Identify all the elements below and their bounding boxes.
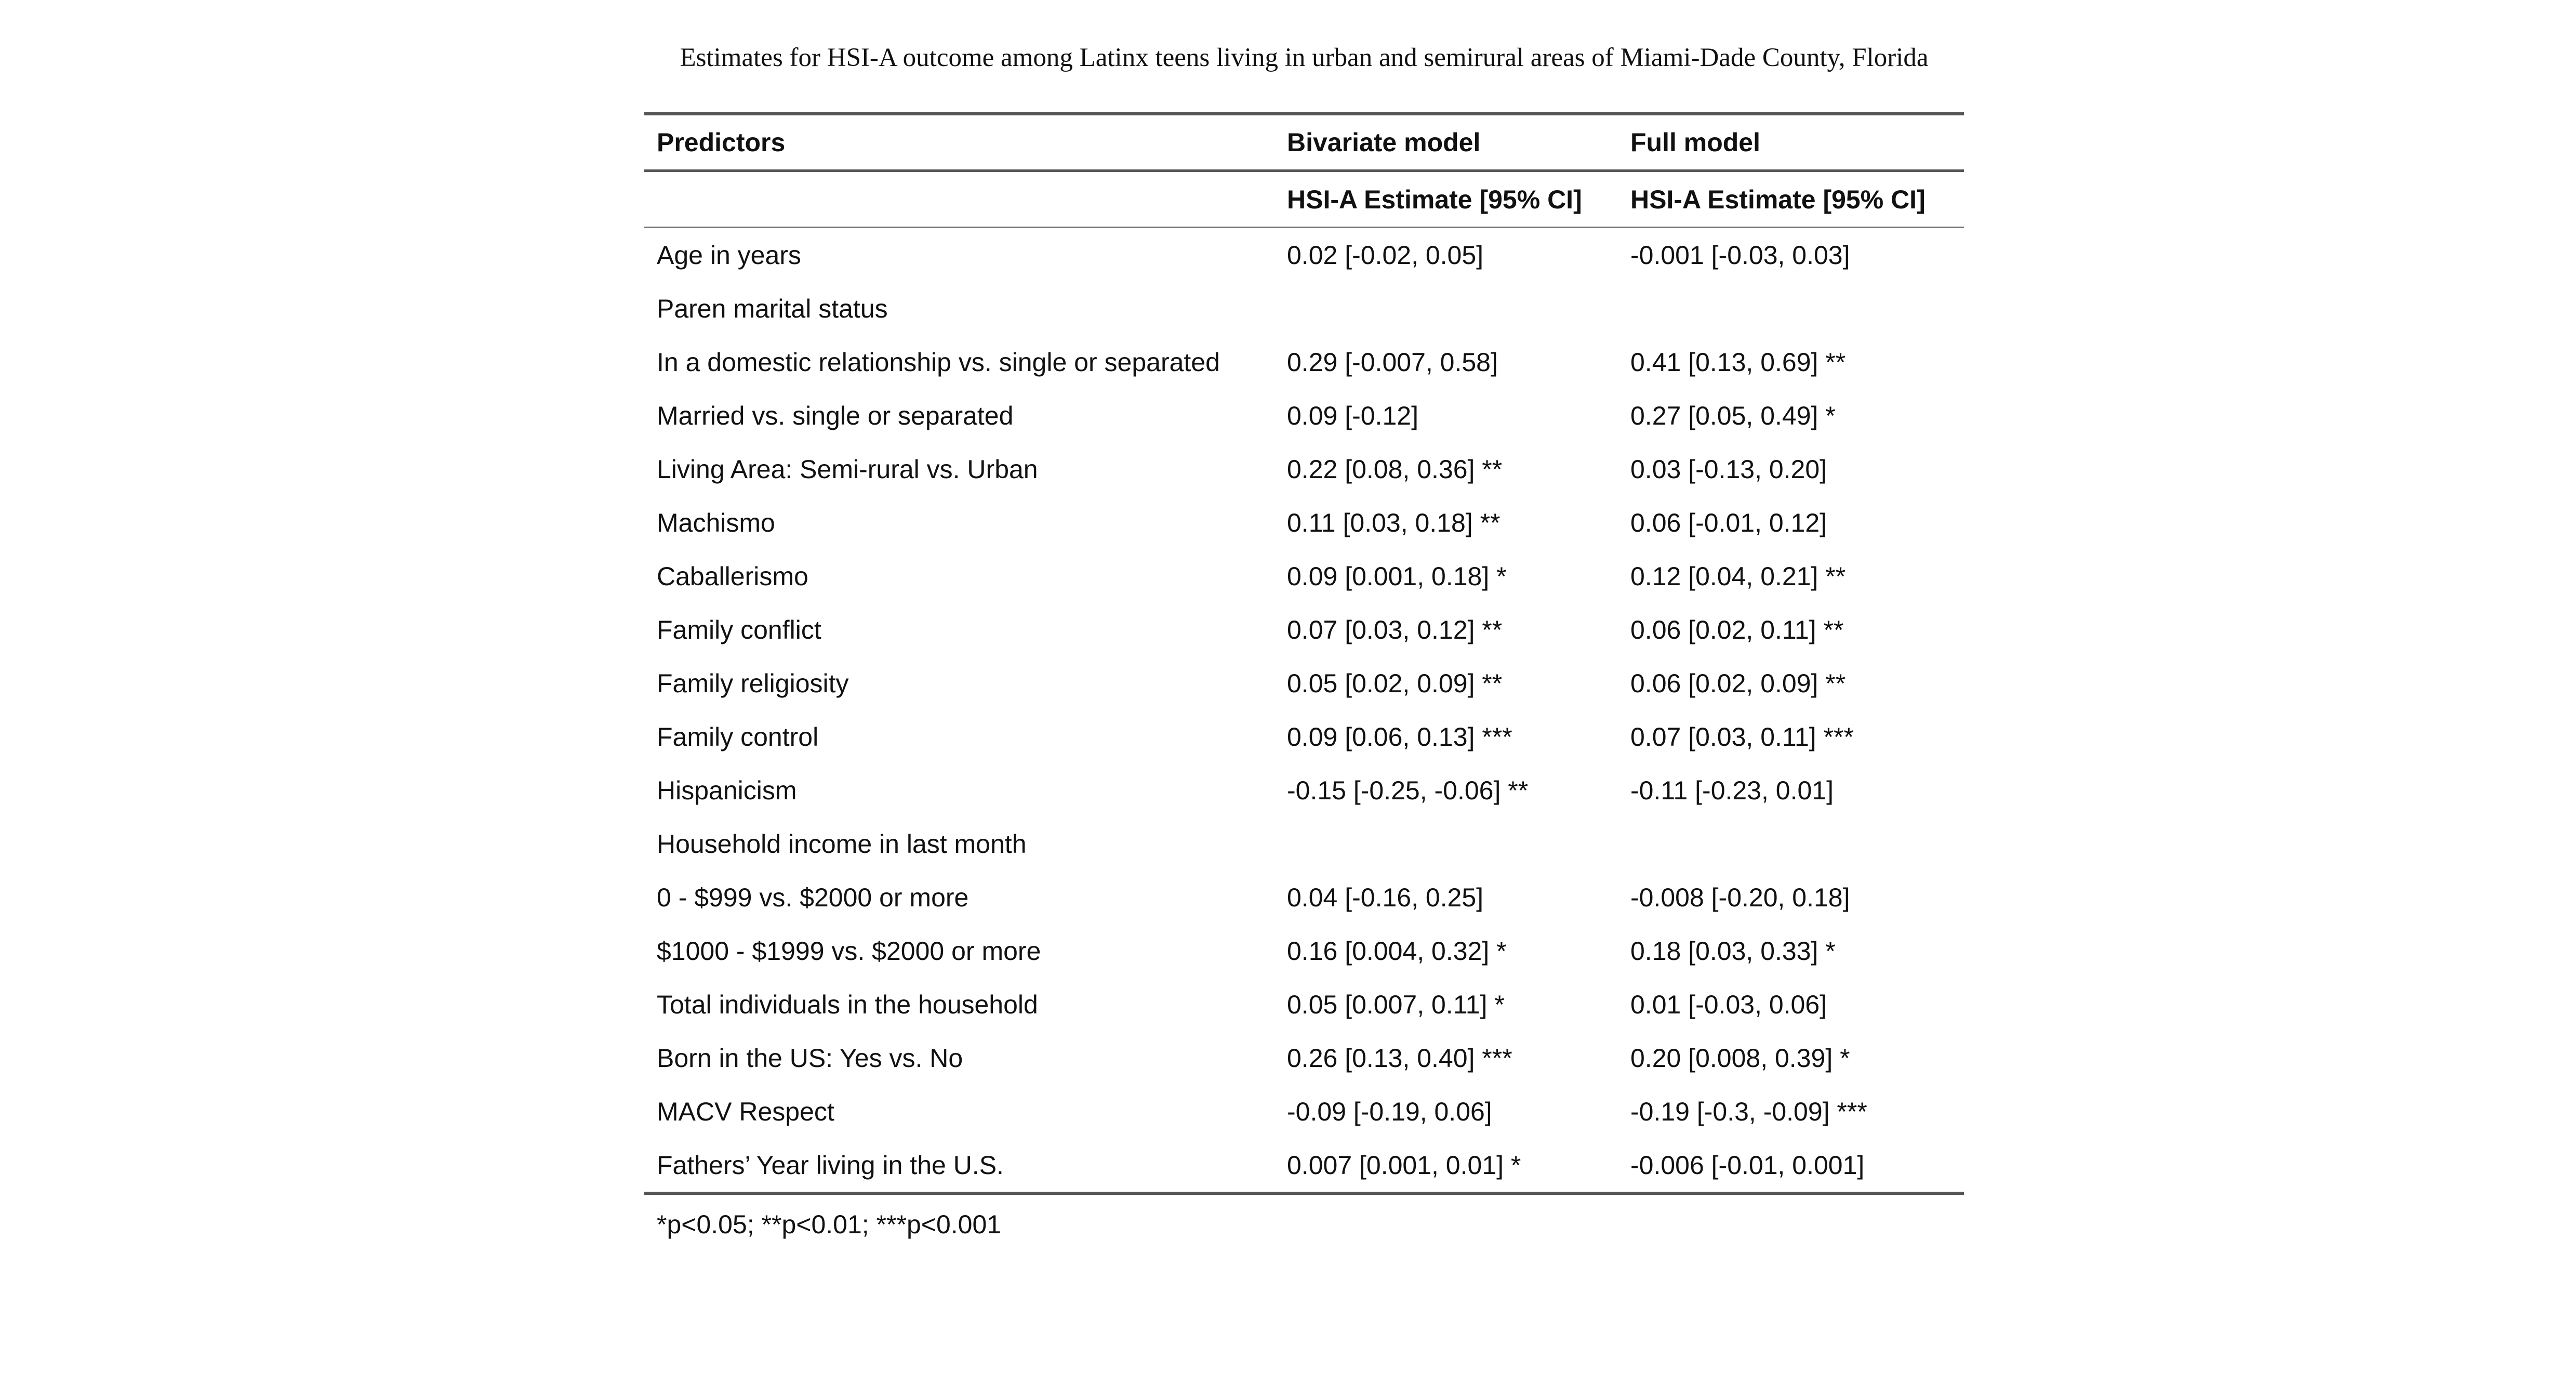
table-row: Hispanicism -0.15 [-0.25, -0.06] ** -0.11 … — [644, 763, 1964, 817]
full-estimate-cell: -0.19 [-0.3, -0.09] *** — [1630, 1097, 1867, 1126]
bivariate-estimate-cell: 0.007 [0.001, 0.01] * — [1274, 1138, 1618, 1195]
table-row: Family religiosity 0.05 [0.02, 0.09] ** 0.… — [644, 656, 1964, 710]
bivariate-estimate-cell: 0.09 [0.001, 0.18] * — [1287, 561, 1507, 591]
predictor-cell: Married vs. single or separated — [657, 401, 1014, 430]
full-estimate-cell: 0.07 [0.03, 0.11] *** — [1630, 722, 1854, 752]
full-estimate-cell: 0.41 [0.13, 0.69] ** — [1630, 347, 1846, 377]
subheader-full-estimate: HSI-A Estimate [95% CI] — [1618, 170, 1964, 228]
bivariate-estimate-cell: 0.22 [0.08, 0.36] ** — [1287, 454, 1503, 484]
full-estimate-cell: 0.27 [0.05, 0.49] * — [1630, 401, 1836, 430]
table-row: MACV Respect -0.09 [-0.19, 0.06] -0.19 [-0… — [644, 1085, 1964, 1138]
table-row: Paren marital status — [644, 282, 1964, 335]
subheader-predictors — [644, 170, 1274, 228]
table-row: Caballerismo 0.09 [0.001, 0.18] * 0.12 [0.… — [644, 549, 1964, 603]
table-row: Living Area: Semi-rural vs. Urban 0.22 [0… — [644, 442, 1964, 496]
predictor-cell: Paren marital status — [657, 294, 888, 323]
full-estimate-cell — [1618, 817, 1964, 871]
table-row: Total individuals in the household 0.05 [… — [644, 978, 1964, 1031]
bivariate-estimate-cell: 0.02 [-0.02, 0.05] — [1287, 240, 1484, 270]
predictor-cell: Family religiosity — [657, 668, 849, 698]
full-estimate-cell: 0.12 [0.04, 0.21] ** — [1630, 561, 1846, 591]
bivariate-estimate-cell: 0.09 [-0.12] — [1287, 401, 1418, 430]
column-header-bivariate-model: Bivariate model — [1274, 112, 1618, 172]
full-estimate-cell: -0.001 [-0.03, 0.03] — [1630, 240, 1850, 270]
predictor-cell: 0 - $999 vs. $2000 or more — [657, 882, 969, 912]
column-header-predictors: Predictors — [644, 112, 1274, 172]
table-row: Household income in last month — [644, 817, 1964, 871]
full-estimate-cell: 0.06 [0.02, 0.11] ** — [1630, 615, 1844, 644]
predictor-cell: Family conflict — [657, 615, 821, 644]
predictor-cell: MACV Respect — [657, 1097, 834, 1126]
bivariate-estimate-cell: 0.09 [0.06, 0.13] *** — [1287, 722, 1512, 752]
full-estimate-cell: -0.006 [-0.01, 0.001] — [1618, 1138, 1964, 1195]
bivariate-estimate-cell — [1274, 282, 1618, 335]
column-header-full-model: Full model — [1618, 112, 1964, 172]
full-estimate-cell: -0.11 [-0.23, 0.01] — [1630, 775, 1834, 805]
predictor-cell: Caballerismo — [657, 561, 808, 591]
predictor-cell: $1000 - $1999 vs. $2000 or more — [657, 936, 1041, 966]
predictor-cell: In a domestic relationship vs. single or… — [657, 347, 1220, 377]
table-body: Age in years 0.02 [-0.02, 0.05] -0.001 [-0… — [644, 228, 1964, 1195]
full-estimate-cell — [1618, 282, 1964, 335]
full-estimate-cell: 0.01 [-0.03, 0.06] — [1630, 990, 1827, 1019]
significance-footnote: *p<0.05; **p<0.01; ***p<0.001 — [657, 1210, 1002, 1239]
table-row: Age in years 0.02 [-0.02, 0.05] -0.001 [-0… — [644, 228, 1964, 282]
predictor-cell: Born in the US: Yes vs. No — [657, 1043, 963, 1073]
predictor-cell: Machismo — [657, 508, 775, 537]
full-estimate-cell: 0.06 [-0.01, 0.12] — [1630, 508, 1827, 537]
bivariate-estimate-cell: 0.29 [-0.007, 0.58] — [1287, 347, 1498, 377]
full-estimate-cell: 0.06 [0.02, 0.09] ** — [1630, 668, 1846, 698]
full-estimate-cell: 0.03 [-0.13, 0.20] — [1630, 454, 1827, 484]
bivariate-estimate-cell: 0.05 [0.007, 0.11] * — [1287, 990, 1505, 1019]
bivariate-estimate-cell: 0.07 [0.03, 0.12] ** — [1287, 615, 1503, 644]
predictor-cell: Hispanicism — [657, 775, 797, 805]
predictor-cell: Age in years — [657, 240, 801, 270]
table-row: Family conflict 0.07 [0.03, 0.12] ** 0.06 … — [644, 603, 1964, 656]
bivariate-estimate-cell: 0.26 [0.13, 0.40] *** — [1287, 1043, 1512, 1073]
predictor-cell: Living Area: Semi-rural vs. Urban — [657, 454, 1038, 484]
table-row: Married vs. single or separated 0.09 [-0.… — [644, 389, 1964, 442]
full-estimate-cell: 0.20 [0.008, 0.39] * — [1630, 1043, 1850, 1073]
results-table: Predictors Bivariate model Full model HS… — [644, 112, 1964, 1195]
table-row: In a domestic relationship vs. single or… — [644, 335, 1964, 389]
header-row: Predictors Bivariate model Full model — [644, 112, 1964, 172]
full-estimate-cell: 0.18 [0.03, 0.33] * — [1630, 936, 1836, 966]
table-caption: Estimates for HSI-A outcome among Latinx… — [680, 43, 1929, 72]
table-row: 0 - $999 vs. $2000 or more 0.04 [-0.16, 0… — [644, 871, 1964, 924]
table-row: Family control 0.09 [0.06, 0.13] *** 0.07 … — [644, 710, 1964, 763]
bivariate-estimate-cell: -0.15 [-0.25, -0.06] ** — [1287, 775, 1529, 805]
table-row: $1000 - $1999 vs. $2000 or more 0.16 [0.0… — [644, 924, 1964, 978]
bivariate-estimate-cell: -0.09 [-0.19, 0.06] — [1287, 1097, 1492, 1126]
table-row: Machismo 0.11 [0.03, 0.18] ** 0.06 [-0.01,… — [644, 496, 1964, 549]
bivariate-estimate-cell: 0.05 [0.02, 0.09] ** — [1287, 668, 1503, 698]
bivariate-estimate-cell — [1274, 817, 1618, 871]
table-row: Fathers’ Year living in the U.S. 0.007 [0… — [644, 1138, 1964, 1195]
results-table-container: Predictors Bivariate model Full model HS… — [644, 112, 1964, 1254]
predictor-cell: Family control — [657, 722, 819, 752]
subheader-row: HSI-A Estimate [95% CI] HSI-A Estimate [… — [644, 170, 1964, 228]
predictor-cell: Fathers’ Year living in the U.S. — [644, 1138, 1274, 1195]
bivariate-estimate-cell: 0.16 [0.004, 0.32] * — [1287, 936, 1507, 966]
bivariate-estimate-cell: 0.11 [0.03, 0.18] ** — [1287, 508, 1501, 537]
bivariate-estimate-cell: 0.04 [-0.16, 0.25] — [1287, 882, 1484, 912]
full-estimate-cell: -0.008 [-0.20, 0.18] — [1630, 882, 1850, 912]
table-row: Born in the US: Yes vs. No 0.26 [0.13, 0.… — [644, 1031, 1964, 1085]
predictor-cell: Total individuals in the household — [657, 990, 1038, 1019]
predictor-cell: Household income in last month — [657, 829, 1027, 859]
subheader-bivariate-estimate: HSI-A Estimate [95% CI] — [1274, 170, 1618, 228]
